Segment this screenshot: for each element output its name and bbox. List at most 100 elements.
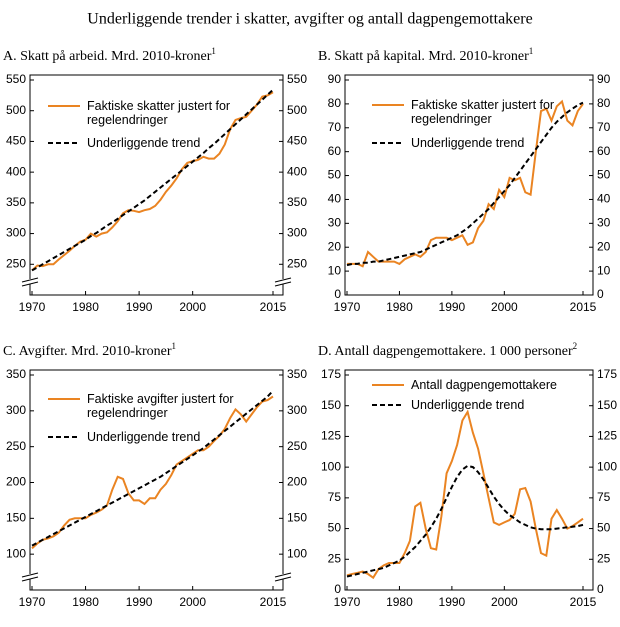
axis-break-mark bbox=[21, 576, 39, 582]
legend-label: Underliggende trend bbox=[87, 430, 201, 444]
y2-tick-label: 175 bbox=[597, 367, 617, 381]
y2-tick-label: 450 bbox=[287, 134, 307, 148]
axis-break-mark bbox=[21, 572, 39, 578]
y-tick-label: 350 bbox=[6, 367, 26, 381]
x-tick-label: 1990 bbox=[439, 300, 466, 314]
y2-tick-label: 350 bbox=[287, 367, 307, 381]
plot-frame bbox=[29, 369, 284, 591]
y-tick-label: 20 bbox=[328, 239, 342, 253]
y-tick-label: 90 bbox=[328, 72, 342, 86]
legend-label: Faktiske avgifter justert for regelendri… bbox=[87, 392, 234, 420]
x-tick-label: 1970 bbox=[334, 595, 361, 609]
y-tick-label: 0 bbox=[334, 287, 341, 301]
y2-tick-label: 150 bbox=[287, 511, 307, 525]
y-tick-label: 60 bbox=[328, 144, 342, 158]
y2-tick-label: 50 bbox=[597, 168, 611, 182]
legend-label: Underliggende trend bbox=[411, 136, 525, 150]
y-tick-label: 150 bbox=[321, 398, 341, 412]
y2-tick-label: 550 bbox=[287, 72, 307, 86]
x-tick-label: 2000 bbox=[491, 595, 518, 609]
x-tick-label: 1990 bbox=[126, 300, 153, 314]
y2-tick-label: 90 bbox=[597, 72, 611, 86]
x-tick-label: 1970 bbox=[334, 300, 361, 314]
axis-break-gap bbox=[275, 279, 291, 284]
x-tick-label: 2000 bbox=[179, 300, 206, 314]
panel-title-text: C. Avgifter. Mrd. 2010-kroner bbox=[3, 344, 172, 359]
plot-frame bbox=[344, 369, 594, 591]
panel-title-note: 1 bbox=[529, 46, 534, 56]
y-tick-label: 550 bbox=[6, 72, 26, 86]
y-tick-label: 100 bbox=[6, 546, 26, 560]
data-line bbox=[31, 395, 274, 550]
y2-tick-label: 70 bbox=[597, 120, 611, 134]
y-tick-label: 80 bbox=[328, 96, 342, 110]
axis-break-gap bbox=[22, 574, 38, 579]
axis-break-gap bbox=[22, 279, 38, 284]
y2-tick-label: 30 bbox=[597, 216, 611, 230]
y-tick-label: 350 bbox=[6, 195, 26, 209]
y-tick-label: 300 bbox=[6, 226, 26, 240]
y2-tick-label: 60 bbox=[597, 144, 611, 158]
x-tick-label: 1990 bbox=[439, 595, 466, 609]
y2-tick-label: 250 bbox=[287, 256, 307, 270]
legend-label: Underliggende trend bbox=[411, 398, 525, 412]
y-tick-label: 50 bbox=[328, 168, 342, 182]
panel-title: C. Avgifter. Mrd. 2010-kroner1 bbox=[3, 341, 176, 359]
x-tick-label: 2000 bbox=[491, 300, 518, 314]
y-tick-label: 125 bbox=[321, 429, 341, 443]
y-tick-label: 300 bbox=[6, 403, 26, 417]
y-tick-label: 25 bbox=[328, 551, 342, 565]
y-tick-label: 200 bbox=[6, 475, 26, 489]
y-tick-label: 500 bbox=[6, 103, 26, 117]
legend-label: Faktiske skatter justert for regelendrin… bbox=[87, 99, 231, 127]
axis-break-mark bbox=[21, 281, 39, 287]
panel-title-text: D. Antall dagpengemottakere. 1 000 perso… bbox=[318, 344, 573, 359]
y2-tick-label: 10 bbox=[597, 263, 611, 277]
y2-tick-label: 200 bbox=[287, 475, 307, 489]
panel-title: A. Skatt på arbeid. Mrd. 2010-kroner1 bbox=[3, 46, 216, 64]
x-tick-label: 1980 bbox=[72, 300, 99, 314]
y-tick-label: 175 bbox=[321, 367, 341, 381]
legend-label: Faktiske skatter justert for regelendrin… bbox=[411, 98, 555, 126]
trend-line bbox=[346, 464, 584, 578]
y2-tick-label: 150 bbox=[597, 398, 617, 412]
y2-tick-label: 100 bbox=[287, 546, 307, 560]
plot-frame bbox=[29, 74, 284, 296]
data-line bbox=[31, 91, 274, 272]
axis-break-mark bbox=[274, 281, 292, 287]
trend-line bbox=[346, 101, 584, 267]
x-tick-label: 1980 bbox=[72, 595, 99, 609]
axis-break-mark bbox=[274, 572, 292, 578]
y2-tick-label: 100 bbox=[597, 459, 617, 473]
x-tick-label: 1970 bbox=[19, 300, 46, 314]
x-tick-label: 2015 bbox=[260, 595, 287, 609]
legend-label: Underliggende trend bbox=[87, 136, 201, 150]
y-tick-label: 10 bbox=[328, 263, 342, 277]
data-line bbox=[346, 409, 584, 580]
y-tick-label: 250 bbox=[6, 256, 26, 270]
y2-tick-label: 350 bbox=[287, 195, 307, 209]
x-tick-label: 1980 bbox=[386, 300, 413, 314]
x-tick-label: 1990 bbox=[126, 595, 153, 609]
y-tick-label: 150 bbox=[6, 511, 26, 525]
y2-tick-label: 125 bbox=[597, 429, 617, 443]
axis-break-gap bbox=[275, 574, 291, 579]
x-tick-label: 2015 bbox=[260, 300, 287, 314]
x-tick-label: 1970 bbox=[19, 595, 46, 609]
x-tick-label: 2015 bbox=[570, 595, 597, 609]
axis-break-mark bbox=[274, 576, 292, 582]
panel-title-note: 1 bbox=[172, 341, 177, 351]
data-line bbox=[347, 99, 584, 268]
panel-title: D. Antall dagpengemottakere. 1 000 perso… bbox=[318, 341, 577, 359]
page-title: Underliggende trender i skatter, avgifte… bbox=[87, 11, 532, 28]
y-tick-label: 50 bbox=[328, 521, 342, 535]
y-tick-label: 75 bbox=[328, 490, 342, 504]
y2-tick-label: 500 bbox=[287, 103, 307, 117]
y-tick-label: 100 bbox=[321, 459, 341, 473]
y-tick-label: 450 bbox=[6, 134, 26, 148]
panel-title-text: A. Skatt på arbeid. Mrd. 2010-kroner bbox=[3, 49, 212, 64]
y2-tick-label: 300 bbox=[287, 403, 307, 417]
x-tick-label: 2000 bbox=[179, 595, 206, 609]
